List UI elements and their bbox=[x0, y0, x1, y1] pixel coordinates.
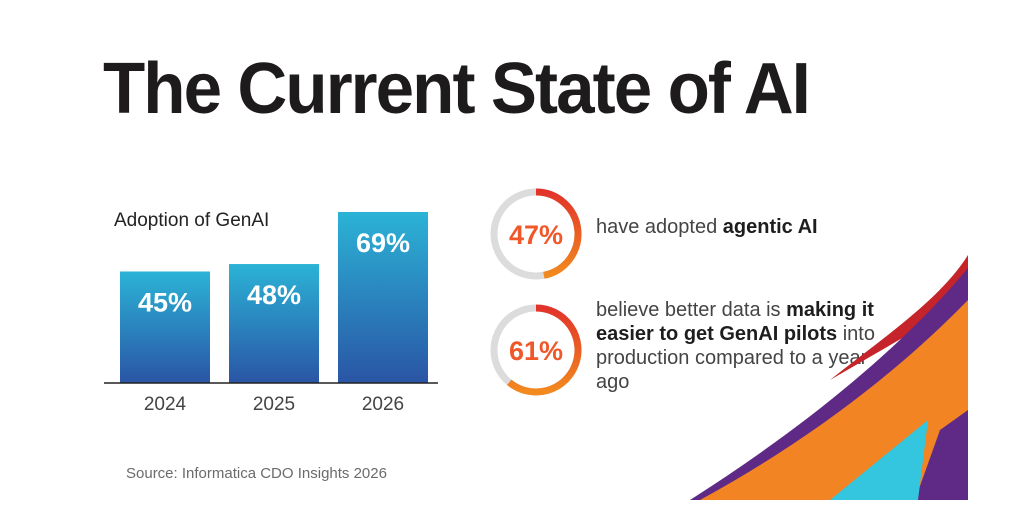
bar-value-label: 45% bbox=[138, 287, 192, 317]
stat-text-emphasis: agentic AI bbox=[722, 216, 818, 238]
stat-text-segment: have adopted bbox=[596, 216, 723, 238]
x-tick-label: 2026 bbox=[362, 394, 404, 415]
bar-value-label: 69% bbox=[356, 228, 410, 258]
source-note: Source: Informatica CDO Insights 2026 bbox=[126, 465, 387, 482]
bar-value-label: 48% bbox=[247, 280, 301, 310]
stat-agentic-ai-text: have adopted agentic AI bbox=[596, 215, 886, 239]
stat-text-segment: believe better data is bbox=[596, 299, 787, 321]
progress-ring: 61% bbox=[490, 304, 582, 396]
stat-better-data-text: believe better data is making it easier … bbox=[596, 298, 886, 394]
bar-2026 bbox=[338, 212, 428, 383]
ring-progress-arc bbox=[507, 304, 582, 396]
bar-2024 bbox=[120, 271, 210, 383]
stat-better-data: 61% bbox=[488, 302, 584, 403]
ring-progress-arc bbox=[535, 188, 582, 279]
x-tick-label: 2024 bbox=[144, 394, 187, 415]
ring-value-label: 47% bbox=[509, 220, 563, 250]
ring-value-label: 61% bbox=[509, 336, 563, 366]
progress-ring: 47% bbox=[490, 188, 582, 280]
page-title: The Current State of AI bbox=[103, 49, 811, 129]
chart-title: Adoption of GenAI bbox=[114, 210, 270, 231]
x-tick-label: 2025 bbox=[253, 394, 295, 415]
bar-2025 bbox=[229, 264, 319, 383]
stat-agentic-ai: 47% bbox=[488, 186, 584, 287]
